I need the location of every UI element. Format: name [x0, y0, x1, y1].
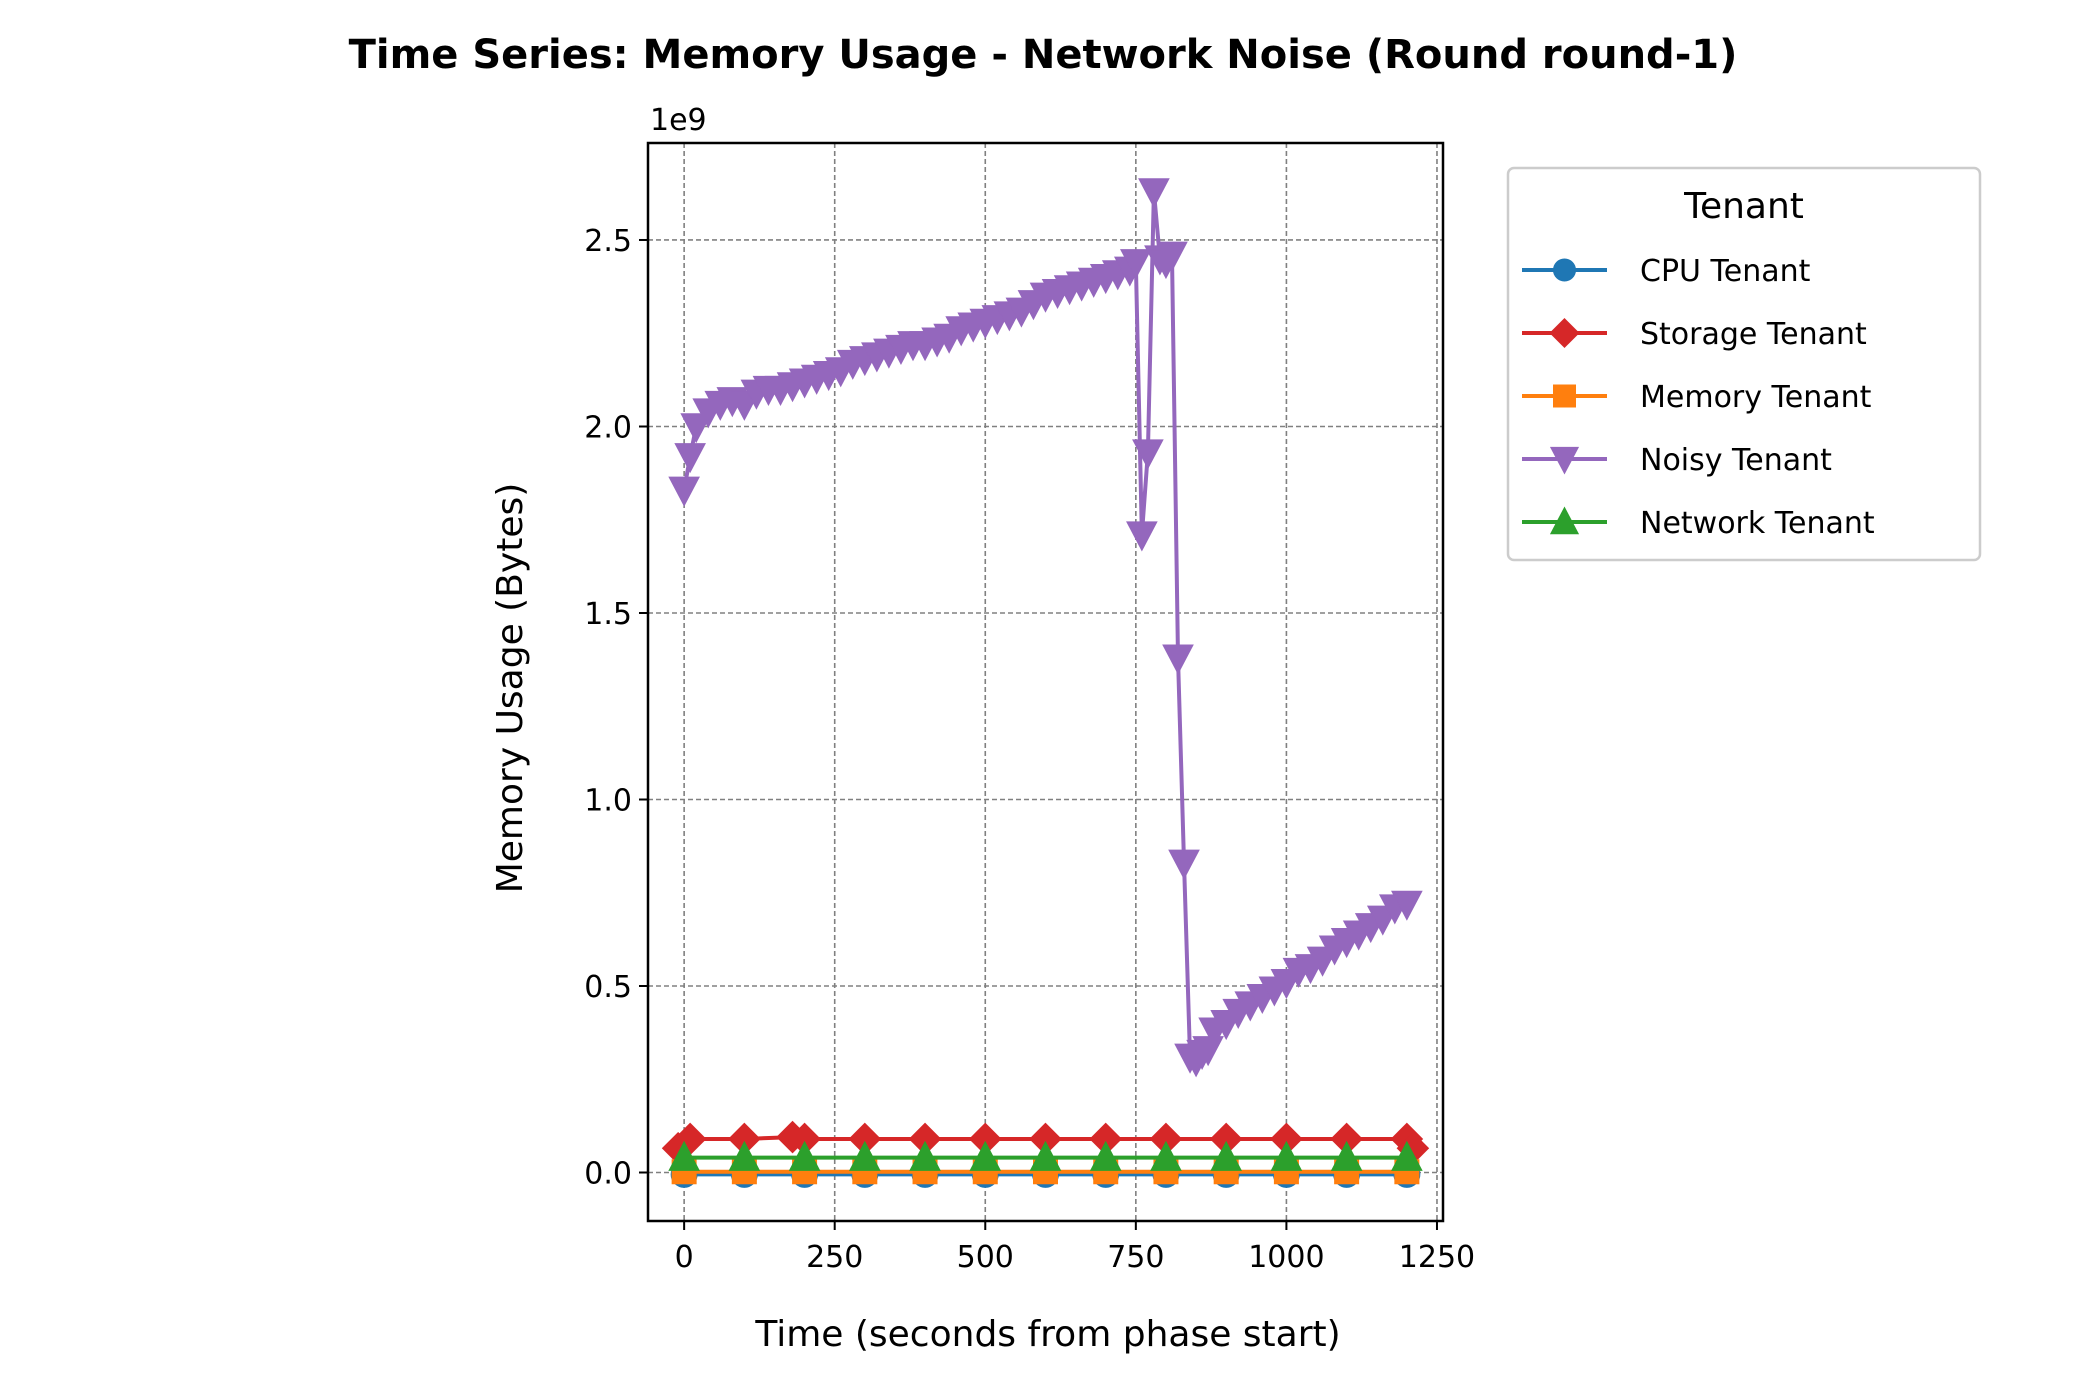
series-point: [1156, 241, 1188, 272]
series-point: [1270, 1140, 1303, 1171]
series-noisy-tenant: [668, 178, 1423, 1078]
series-point: [1089, 1140, 1122, 1171]
x-tick-label: 500: [957, 1240, 1014, 1275]
series-point: [668, 476, 700, 507]
x-tick-label: 0: [675, 1240, 694, 1275]
y-offset-label: 1e9: [650, 103, 707, 138]
series-point: [668, 1140, 700, 1171]
legend-marker: [1549, 506, 1580, 535]
y-tick-label: 2.5: [584, 224, 632, 259]
series-line: [682, 191, 1408, 1064]
x-tick-label: 750: [1107, 1240, 1164, 1275]
legend-label: CPU Tenant: [1640, 254, 1811, 289]
series-point: [680, 413, 713, 444]
y-tick-label: 0.0: [584, 1157, 632, 1192]
series-point: [1162, 644, 1194, 675]
legend-item: Noisy Tenant: [1522, 443, 1832, 478]
series-point: [1391, 890, 1423, 921]
series-point: [788, 1140, 821, 1171]
series-storage-tenant: [661, 1120, 1430, 1165]
series-line: [676, 1135, 1415, 1150]
legend-item: Storage Tenant: [1522, 317, 1867, 352]
series-point: [848, 1140, 881, 1171]
legend-marker: [1549, 446, 1580, 475]
series-point: [728, 1140, 761, 1171]
series-point: [1330, 1140, 1363, 1171]
chart-title: Time Series: Memory Usage - Network Nois…: [349, 32, 1738, 78]
y-tick-label: 2.0: [584, 410, 632, 445]
legend-label: Network Tenant: [1640, 506, 1875, 541]
legend-frame: [1506, 166, 1982, 562]
legend-label: Storage Tenant: [1640, 317, 1867, 352]
legend: Tenant CPU Tenant Storage Tenant Memory Te…: [1506, 166, 1982, 562]
legend-marker: [1553, 258, 1576, 282]
series-point: [1126, 521, 1158, 552]
x-axis-label: Time (seconds from phase start): [754, 1314, 1340, 1355]
series-point: [1150, 1140, 1182, 1171]
legend-title: Tenant: [1683, 186, 1804, 227]
x-tick-label: 250: [806, 1240, 863, 1275]
legend-item: Memory Tenant: [1522, 380, 1872, 415]
axes-frame: [646, 141, 1445, 1223]
series-point: [1138, 178, 1170, 209]
y-tick-label: 0.5: [584, 970, 632, 1005]
series-point: [909, 1140, 941, 1171]
y-tick-label: 1.5: [584, 597, 632, 632]
series-network-tenant: [668, 1140, 1423, 1171]
legend-marker: [1549, 317, 1580, 349]
legend-label: Memory Tenant: [1640, 380, 1872, 415]
series-point: [1120, 249, 1152, 280]
x-tick-label: 1000: [1248, 1240, 1324, 1275]
series-point: [1391, 1140, 1423, 1171]
plot-area: 0 250 500 750 1000 1250 0.0 0.5 1.0 1.5 2.0 2.5: [584, 141, 1475, 1275]
y-axis-label: Memory Usage (Bytes): [490, 483, 531, 894]
legend-label: Noisy Tenant: [1640, 443, 1832, 478]
series-point: [969, 1140, 1002, 1171]
series-point: [1132, 439, 1164, 470]
series-point: [1210, 1140, 1243, 1171]
y-tick-label: 1.0: [584, 783, 632, 818]
series-point: [1168, 849, 1200, 880]
legend-marker: [1553, 384, 1576, 408]
legend-item: Network Tenant: [1522, 506, 1875, 541]
series-point: [674, 443, 706, 474]
legend-item: CPU Tenant: [1522, 254, 1811, 289]
x-tick-label: 1250: [1399, 1240, 1475, 1275]
series-point: [1029, 1140, 1062, 1171]
